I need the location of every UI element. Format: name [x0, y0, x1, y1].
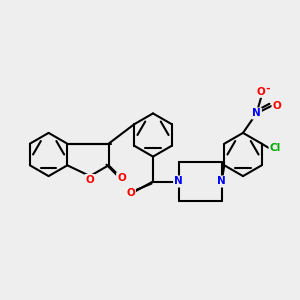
Text: -: - — [265, 84, 270, 94]
Text: O: O — [256, 87, 266, 97]
Text: O: O — [126, 188, 135, 198]
Text: N: N — [217, 176, 226, 187]
Text: O: O — [272, 101, 281, 111]
Text: O: O — [117, 173, 126, 183]
Text: Cl: Cl — [270, 143, 281, 153]
Text: N: N — [252, 108, 261, 118]
Text: O: O — [85, 175, 94, 185]
Text: N: N — [174, 176, 183, 187]
